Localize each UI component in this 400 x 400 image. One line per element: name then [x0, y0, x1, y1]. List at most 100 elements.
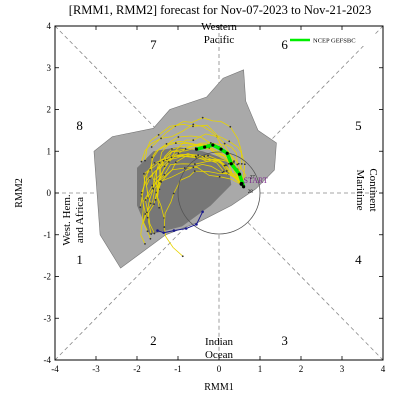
ensemble-dot-18-2: [222, 170, 225, 173]
ensemble-member-7: [151, 117, 243, 185]
day-label-27: 27: [250, 175, 256, 180]
x-tick-label-2: -2: [133, 364, 141, 374]
ensemble-dot-18-8: [170, 156, 173, 159]
ensemble-dot-2-14: [150, 233, 153, 235]
series-1-point-0: [201, 210, 204, 214]
ensemble-dot-8-11: [158, 161, 161, 164]
ensemble-dot-18-11: [148, 177, 151, 180]
region-right-line2: Continent: [367, 168, 379, 211]
legend-label-gefsbc: NCEP GEFSBC: [313, 38, 356, 45]
ensemble-dot-17-11: [163, 226, 166, 228]
ensemble-dot-14-8: [192, 125, 194, 128]
ensemble-dot-6-5: [183, 167, 186, 169]
ensemble-dot-13-5: [192, 166, 195, 169]
y-tick-label-3: -1: [44, 230, 52, 240]
ensemble-dot-2-11: [153, 203, 155, 206]
ensemble-dot-7-5: [229, 125, 232, 128]
ensemble-dot-15-8: [171, 148, 173, 150]
legend: NCEP GEFSBC: [288, 34, 380, 46]
phase-label-6: 6: [281, 37, 288, 52]
x-tick-label-1: -3: [92, 364, 100, 374]
ensemble-dot-19-14: [146, 230, 149, 233]
legend-box: [288, 34, 380, 46]
y-tick-label-1: -3: [44, 313, 52, 323]
ensemble-dot-13-11: [146, 211, 148, 214]
ensemble-member-17: [163, 170, 242, 257]
series-1-point-2: [184, 227, 188, 230]
ensemble-dot-12-5: [203, 155, 206, 158]
region-bottom-line1: Indian: [205, 336, 234, 348]
y-tick-label-5: 1: [47, 146, 52, 156]
ensemble-dot-17-14: [181, 255, 184, 258]
day-label-28: 28: [248, 190, 254, 195]
series-0-point-7: [194, 147, 199, 151]
ensemble-dot-12-2: [225, 170, 228, 172]
region-left-line1: West. Hem.: [61, 194, 73, 246]
x-tick-label-0: -4: [51, 364, 59, 374]
ensemble-dot-19-8: [162, 159, 165, 162]
y-tick-label-2: -2: [44, 272, 52, 282]
ensemble-dot-12-14: [158, 206, 161, 209]
ensemble-dot-19-5: [194, 155, 197, 158]
ensemble-dot-12-8: [174, 161, 177, 164]
start-label: START: [244, 176, 268, 185]
phase-label-7: 7: [150, 37, 157, 52]
ensemble-dot-11-2: [236, 163, 239, 166]
phase-label-4: 4: [355, 252, 362, 267]
ensemble-dot-19-2: [223, 164, 226, 167]
ensemble-dot-10-11: [160, 137, 162, 140]
series-1-point-1: [195, 223, 198, 226]
ensemble-dot-9-2: [225, 164, 227, 167]
chart-title: [RMM1, RMM2] forecast for Nov-07-2023 to…: [69, 3, 371, 17]
x-tick-label-7: 3: [340, 364, 345, 374]
region-right-line1: Maritime: [354, 170, 366, 211]
x-tick-label-4: 0: [217, 364, 222, 374]
x-tick-label-8: 4: [381, 364, 386, 374]
ensemble-dot-14-2: [243, 163, 246, 166]
ensemble-dot-7-8: [201, 116, 204, 119]
series-1-point-4: [162, 231, 165, 234]
ensemble-dot-6-14: [144, 242, 146, 245]
x-axis-label: RMM1: [204, 382, 233, 393]
phase-label-5: 5: [355, 118, 362, 133]
ensemble-dot-0-5: [207, 154, 209, 157]
phase-label-8: 8: [76, 118, 83, 133]
ensemble-dot-17-5: [193, 170, 196, 173]
ensemble-dot-5-8: [177, 152, 180, 155]
x-tick-label-6: 2: [299, 364, 304, 374]
ensemble-member-11: [152, 133, 242, 189]
series-0-point-4: [219, 147, 223, 151]
ensemble-dot-10-8: [192, 123, 195, 126]
ensemble-dot-10-14: [140, 160, 143, 163]
ensemble-member-6: [140, 166, 242, 245]
ensemble-dot-8-5: [209, 142, 212, 145]
ensemble-dot-15-14: [154, 198, 157, 201]
x-tick-label-5: 1: [258, 364, 263, 374]
ensemble-dot-18-14: [149, 202, 152, 205]
ensemble-member-4: [151, 142, 242, 190]
ensemble-dot-11-8: [192, 139, 195, 142]
ensemble-dot-3-14: [146, 216, 149, 219]
ensemble-member-8: [156, 135, 242, 193]
y-tick-label-0: -4: [44, 355, 52, 365]
ensemble-dot-14-5: [228, 140, 231, 143]
ensemble-dot-10-2: [237, 162, 240, 165]
ensemble-dot-11-5: [223, 142, 226, 145]
region-top-line1: Western: [201, 21, 237, 33]
series-1-point-5: [156, 229, 159, 232]
ensemble-member-18: [146, 153, 242, 204]
y-tick-label-7: 3: [47, 63, 52, 73]
ensemble-dot-0-14: [139, 206, 142, 209]
ensemble-dot-16-11: [153, 161, 156, 164]
ensemble-dot-4-11: [151, 156, 153, 159]
ensemble-dot-7-14: [150, 146, 153, 148]
series-0-point-3: [225, 151, 229, 155]
series-1-point-3: [172, 229, 176, 232]
region-bottom-line2: Ocean: [205, 349, 234, 361]
ensemble-dot-6-8: [151, 184, 154, 187]
series-0-point-1: [237, 172, 242, 176]
ensemble-member-10: [141, 123, 246, 185]
ensemble-dot-17-8: [172, 192, 175, 195]
ensemble-dot-9-11: [144, 199, 147, 201]
